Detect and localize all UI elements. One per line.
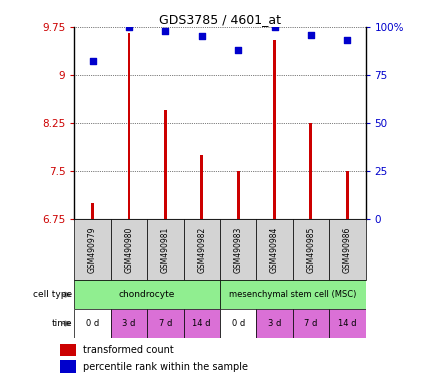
Text: transformed count: transformed count [83, 345, 174, 355]
Bar [220, 309, 256, 338]
Bar [111, 219, 147, 280]
Bar [164, 110, 167, 384]
Bar [60, 344, 76, 356]
Bar [256, 219, 293, 280]
Bar [111, 309, 147, 338]
Text: 3 d: 3 d [122, 319, 136, 328]
Bar [74, 280, 220, 309]
Point [162, 28, 169, 34]
Text: GSM490979: GSM490979 [88, 226, 97, 273]
Text: chondrocyte: chondrocyte [119, 290, 176, 299]
Bar [74, 309, 111, 338]
Text: GSM490980: GSM490980 [125, 227, 133, 273]
Bar [273, 40, 276, 384]
Bar [60, 360, 76, 373]
Point [198, 33, 205, 40]
Bar [293, 219, 329, 280]
Bar [220, 219, 256, 280]
Text: 0 d: 0 d [86, 319, 99, 328]
Bar [200, 155, 203, 384]
Bar [309, 123, 312, 384]
Text: GSM490985: GSM490985 [306, 227, 315, 273]
Bar [147, 309, 184, 338]
Text: GSM490984: GSM490984 [270, 227, 279, 273]
Text: 3 d: 3 d [268, 319, 281, 328]
Text: 7 d: 7 d [304, 319, 317, 328]
Bar [147, 219, 184, 280]
Bar [293, 309, 329, 338]
Text: 14 d: 14 d [193, 319, 211, 328]
Text: GSM490981: GSM490981 [161, 227, 170, 273]
Text: 7 d: 7 d [159, 319, 172, 328]
Text: mesenchymal stem cell (MSC): mesenchymal stem cell (MSC) [229, 290, 357, 299]
Bar [128, 33, 130, 384]
Text: percentile rank within the sample: percentile rank within the sample [83, 362, 248, 372]
Text: GSM490986: GSM490986 [343, 227, 352, 273]
Text: GSM490982: GSM490982 [197, 227, 206, 273]
Bar [91, 203, 94, 384]
Text: cell type: cell type [33, 290, 72, 299]
Text: time: time [51, 319, 72, 328]
Bar [256, 309, 293, 338]
Point [235, 47, 241, 53]
Point [125, 24, 132, 30]
Bar [184, 219, 220, 280]
Point [308, 31, 314, 38]
Point [271, 24, 278, 30]
Bar [346, 171, 349, 384]
Text: GSM490983: GSM490983 [234, 227, 243, 273]
Bar [220, 280, 366, 309]
Title: GDS3785 / 4601_at: GDS3785 / 4601_at [159, 13, 281, 26]
Bar [237, 171, 240, 384]
Bar [184, 309, 220, 338]
Point [344, 37, 351, 43]
Text: 0 d: 0 d [232, 319, 245, 328]
Bar [329, 309, 366, 338]
Bar [329, 219, 366, 280]
Text: 14 d: 14 d [338, 319, 357, 328]
Point [89, 58, 96, 65]
Bar [74, 219, 111, 280]
